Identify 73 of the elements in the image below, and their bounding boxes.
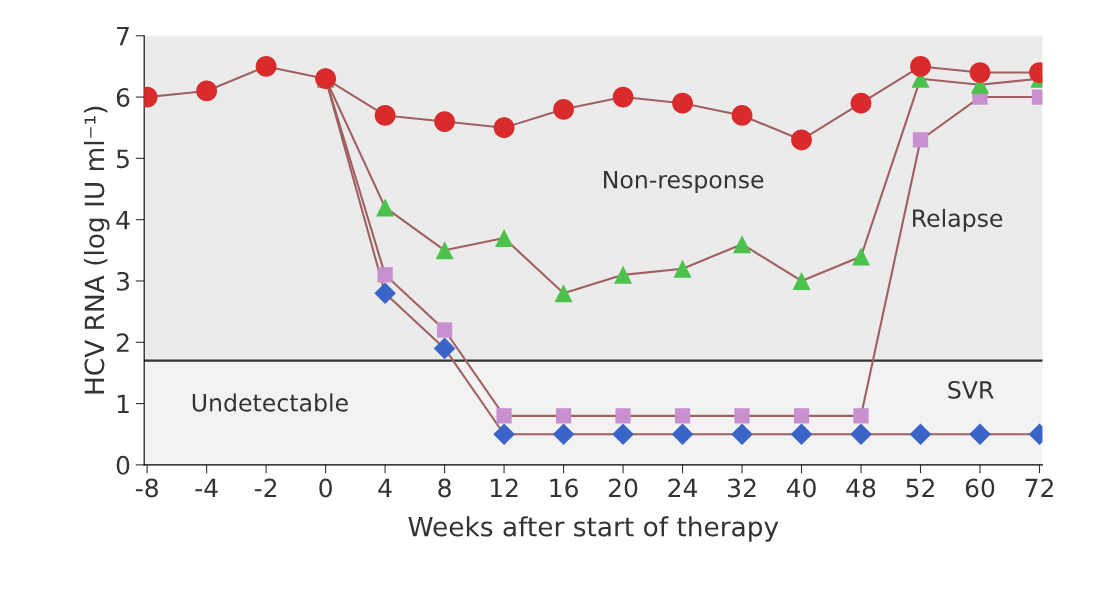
point [850,423,872,446]
annotation: Non-response [604,170,764,194]
x-tick-label: 32 [728,478,756,498]
x-tick-label: 0 [319,478,332,498]
y-axis-title: HCV RNA (log IU ml⁻¹) [83,106,110,394]
annotation: Undetectable [192,393,348,412]
point [255,55,277,77]
x-tick-label: 8 [438,478,451,498]
x-tick-label: 20 [608,478,638,498]
point [790,423,813,446]
x-tick-label: 52 [906,478,934,498]
point [612,423,634,446]
point [376,198,395,217]
point [433,337,456,360]
x-tick-label: 60 [965,478,995,498]
y-tick-label: 2 [116,333,129,352]
point [374,282,396,305]
point [791,129,812,151]
point [554,284,573,303]
annotation: SVR [948,380,994,399]
point [434,111,456,132]
point [853,408,869,424]
point [672,92,693,114]
y-tick-label: 1 [117,394,129,414]
y-tick-label: 3 [116,271,129,291]
point [734,408,750,424]
point [909,423,932,446]
annotation: Relapse [913,208,1003,232]
point [910,55,931,77]
point [674,408,691,424]
point [552,423,575,446]
x-tick-label: -8 [135,478,158,498]
x-tick-label: 40 [786,478,816,498]
point [615,408,631,424]
x-tick-label: 48 [846,478,876,498]
point [969,62,991,83]
point [435,241,454,260]
x-tick-label: -2 [254,478,277,498]
x-tick-label: -4 [195,478,218,498]
point [792,271,811,290]
point [555,408,572,424]
point [374,105,396,126]
point [496,408,512,424]
x-tick-label: 16 [550,478,578,498]
y-tick-label: 7 [117,27,129,46]
point [969,423,991,446]
point [673,259,692,278]
point [553,98,574,120]
point [612,86,634,108]
y-tick-label: 0 [116,455,130,475]
point [671,423,694,446]
y-tick-label: 6 [116,88,130,107]
x-tick-label: 4 [378,478,392,498]
y-tick-label: 4 [116,210,130,230]
point [493,423,515,446]
point [493,117,515,139]
x-tick-label: 72 [1025,478,1053,498]
x-tick-label: 12 [490,478,518,498]
x-tick-label: 24 [668,478,698,498]
point [614,265,633,284]
point [731,423,753,446]
point [495,229,514,248]
point [733,235,752,254]
x-axis-title: Weeks after start of therapy [408,516,779,542]
y-tick-label: 5 [117,149,129,169]
point [851,247,871,266]
point [850,92,872,114]
point [731,105,753,126]
point [196,80,218,102]
point [377,267,393,283]
point [436,322,453,338]
point [793,408,810,424]
point [912,132,929,148]
